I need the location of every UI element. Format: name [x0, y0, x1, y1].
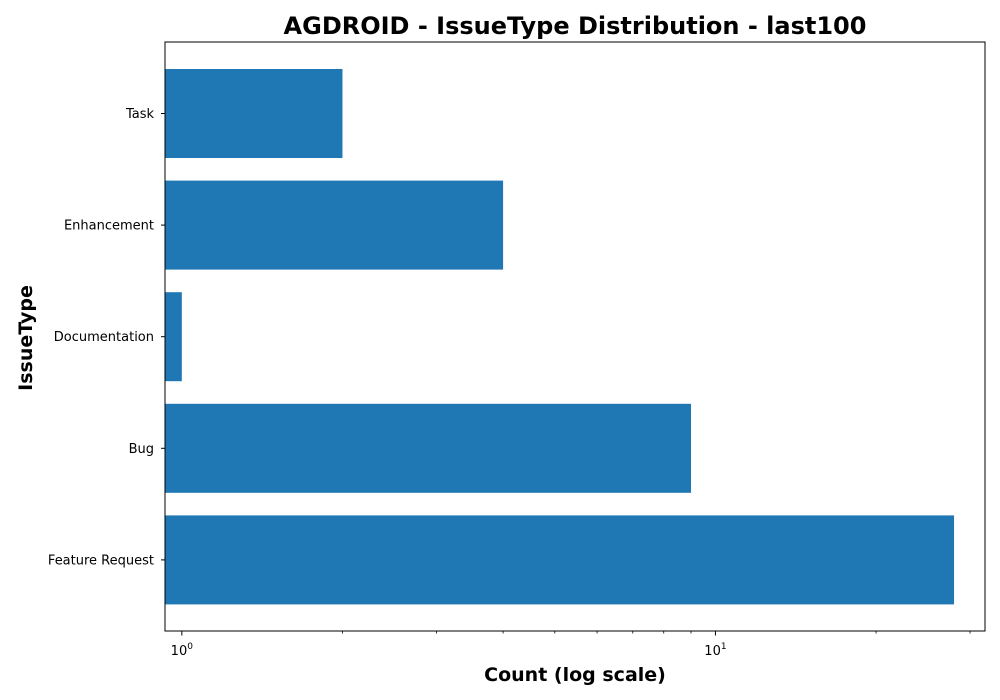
- bar-task: [165, 69, 343, 158]
- plot-frame: [164, 41, 986, 632]
- bar-documentation: [165, 292, 182, 382]
- y-tick-label: Enhancement: [64, 219, 154, 234]
- y-tick-label: Feature Request: [48, 553, 154, 568]
- y-tick-label: Bug: [129, 442, 154, 457]
- bar-bug: [165, 403, 692, 493]
- y-axis-ticks: Feature Request Bug Documentation Enhanceme…: [48, 107, 165, 568]
- y-tick-label: Documentation: [54, 330, 154, 345]
- chart-title: AGDROID - IssueType Distribution - last1…: [284, 12, 867, 40]
- x-tick-label: 101: [704, 642, 726, 659]
- x-tick-label: 100: [171, 642, 194, 659]
- bar-enhancement: [165, 180, 504, 270]
- y-tick-label: Task: [125, 107, 155, 122]
- y-axis-label: IssueType: [15, 285, 37, 391]
- bar-feature-request: [165, 515, 955, 605]
- x-axis-ticks: 100 101: [171, 631, 971, 659]
- bars-group: [165, 69, 955, 605]
- x-axis-label: Count (log scale): [484, 664, 666, 686]
